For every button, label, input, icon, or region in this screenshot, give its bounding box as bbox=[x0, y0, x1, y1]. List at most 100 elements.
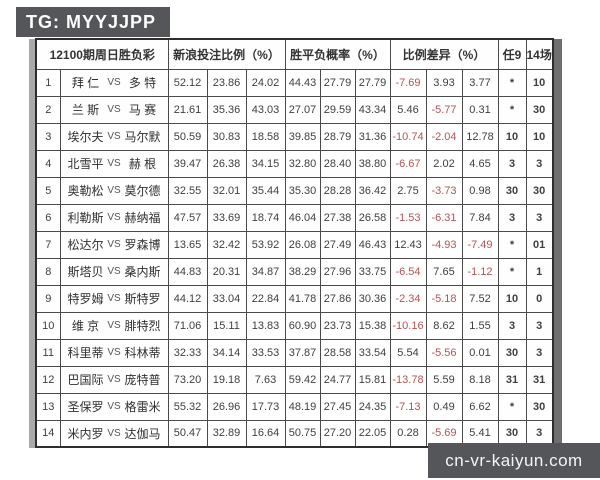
table-row: 6 利勒斯 VS 赫纳福 47.57 33.69 18.74 46.04 27.38 26.58-… bbox=[35, 203, 554, 232]
probability-value: 38.29 bbox=[284, 257, 321, 286]
c14-pick: 30 bbox=[525, 176, 554, 205]
match-cell: 维 京 VS 腓特烈 bbox=[59, 311, 169, 340]
ratio-diff-value: 3.77 bbox=[461, 68, 499, 97]
ratio-diff-value: 5.54 bbox=[389, 338, 427, 367]
bet-ratio-value: 13.83 bbox=[245, 311, 286, 340]
bet-ratio-value: 34.15 bbox=[245, 149, 286, 178]
c14-pick: 3 bbox=[525, 338, 554, 367]
probability-value: 27.45 bbox=[319, 392, 356, 421]
table-row: 11 科里蒂 VS 科林蒂 32.33 34.14 33.53 37.87 28.58 33.54… bbox=[35, 338, 554, 367]
probability-value: 24.35 bbox=[354, 392, 391, 421]
away-team-name: 斯特罗 bbox=[124, 292, 161, 306]
probability-value: 28.28 bbox=[319, 176, 356, 205]
probability-value: 15.81 bbox=[354, 365, 391, 394]
bet-ratio-value: 32.55 bbox=[167, 176, 208, 205]
ren9-pick: * bbox=[497, 95, 527, 124]
c14-pick: 10 bbox=[525, 122, 554, 151]
probability-value: 22.05 bbox=[354, 419, 391, 448]
ratio-diff-value: -1.12 bbox=[461, 257, 499, 286]
bet-ratio-value: 35.36 bbox=[206, 95, 247, 124]
c14-pick: 3 bbox=[525, 203, 554, 232]
c14-pick: 3 bbox=[525, 149, 554, 178]
match-teams: 圣保罗 VS 格雷米 bbox=[66, 398, 163, 415]
ratio-diff-value: -5.18 bbox=[425, 284, 463, 313]
home-team-name: 埃尔夫 bbox=[67, 130, 104, 144]
probability-value: 31.36 bbox=[354, 122, 391, 151]
probability-value: 44.43 bbox=[284, 68, 321, 97]
away-team-name: 多 特 bbox=[128, 76, 157, 90]
home-team-name: 松达尔 bbox=[67, 238, 104, 252]
ratio-diff-value: -10.74 bbox=[389, 122, 427, 151]
home-team-name: 兰 斯 bbox=[71, 103, 100, 117]
table-row: 2 兰 斯 VS 马 赛 21.61 35.36 43.03 27.07 29.59 43.34 5… bbox=[35, 95, 554, 124]
ratio-diff-value: 2.02 bbox=[425, 149, 463, 178]
ratio-diff-value: 6.62 bbox=[461, 392, 499, 421]
c14-pick: 1 bbox=[525, 257, 554, 286]
probability-value: 35.30 bbox=[284, 176, 321, 205]
match-teams: 兰 斯 VS 马 赛 bbox=[66, 101, 163, 118]
table-row: 9 特罗姆 VS 斯特罗 44.12 33.04 22.84 41.78 27.86 30.36-… bbox=[35, 284, 554, 313]
ratio-diff-value: 4.65 bbox=[461, 149, 499, 178]
tg-badge-label: TG: MYYJJPP bbox=[26, 11, 157, 32]
table-row: 4 北雪平 VS 赫 根 39.47 26.38 34.15 32.80 28.40 38.80-… bbox=[35, 149, 554, 178]
home-team-name: 科里蒂 bbox=[67, 346, 104, 360]
match-cell: 巴国际 VS 庞特普 bbox=[59, 365, 169, 394]
row-number: 12 bbox=[35, 365, 61, 394]
match-teams: 特罗姆 VS 斯特罗 bbox=[66, 290, 163, 307]
ratio-diff-value: -2.04 bbox=[425, 122, 463, 151]
bet-ratio-value: 50.59 bbox=[167, 122, 208, 151]
bet-ratio-value: 18.58 bbox=[245, 122, 286, 151]
match-teams: 埃尔夫 VS 马尔默 bbox=[66, 128, 163, 145]
header-row: 12100期周日胜负彩 新浪投注比例（%） 胜平负概率（%） 比例差异（%） 任… bbox=[35, 38, 554, 70]
probability-value: 27.20 bbox=[319, 419, 356, 448]
bet-ratio-value: 32.42 bbox=[206, 230, 247, 259]
bet-ratio-value: 17.73 bbox=[245, 392, 286, 421]
ratio-diff-value: -2.34 bbox=[389, 284, 427, 313]
away-team-name: 腓特烈 bbox=[124, 319, 161, 333]
ratio-diff-value: 0.28 bbox=[389, 419, 427, 448]
c14-pick: 31 bbox=[525, 365, 554, 394]
away-team-name: 格雷米 bbox=[124, 400, 161, 414]
probability-value: 24.77 bbox=[319, 365, 356, 394]
ratio-diff-value: 5.46 bbox=[389, 95, 427, 124]
table-row: 10 维 京 VS 腓特烈 71.06 15.11 13.83 60.90 23.73 15.38… bbox=[35, 311, 554, 340]
home-team-name: 米内罗 bbox=[67, 426, 104, 441]
row-number: 2 bbox=[35, 95, 61, 124]
bet-ratio-value: 33.04 bbox=[206, 284, 247, 313]
bet-ratio-value: 53.92 bbox=[245, 230, 286, 259]
bet-ratio-value: 52.12 bbox=[167, 68, 208, 97]
header-ren9: 任9 bbox=[497, 38, 527, 70]
bet-ratio-value: 16.64 bbox=[245, 419, 286, 448]
vs-label: VS bbox=[107, 212, 121, 223]
bet-ratio-value: 15.11 bbox=[206, 311, 247, 340]
match-cell: 北雪平 VS 赫 根 bbox=[59, 149, 169, 178]
probability-value: 26.08 bbox=[284, 230, 321, 259]
match-teams: 米内罗 VS 达伽马 bbox=[66, 425, 163, 442]
bet-ratio-value: 50.47 bbox=[167, 419, 208, 448]
home-team-name: 斯塔贝 bbox=[67, 265, 104, 279]
match-cell: 利勒斯 VS 赫纳福 bbox=[59, 203, 169, 232]
match-cell: 埃尔夫 VS 马尔默 bbox=[59, 122, 169, 151]
probability-value: 27.86 bbox=[319, 284, 356, 313]
odds-table: 12100期周日胜负彩 新浪投注比例（%） 胜平负概率（%） 比例差异（%） 任… bbox=[35, 38, 554, 448]
row-number: 8 bbox=[35, 257, 61, 286]
ren9-pick: * bbox=[497, 68, 527, 97]
ratio-diff-value: -4.93 bbox=[425, 230, 463, 259]
header-ratio-diff: 比例差异（%） bbox=[389, 38, 499, 70]
row-number: 13 bbox=[35, 392, 61, 421]
table-row: 12 巴国际 VS 庞特普 73.20 19.18 7.63 59.42 24.77 15.81-… bbox=[35, 365, 554, 394]
row-number: 6 bbox=[35, 203, 61, 232]
ren9-pick: 10 bbox=[497, 284, 527, 313]
probability-value: 23.73 bbox=[319, 311, 356, 340]
bet-ratio-value: 26.38 bbox=[206, 149, 247, 178]
match-cell: 兰 斯 VS 马 赛 bbox=[59, 95, 169, 124]
vs-label: VS bbox=[107, 239, 121, 250]
bet-ratio-value: 73.20 bbox=[167, 365, 208, 394]
ratio-diff-value: 0.01 bbox=[461, 338, 499, 367]
match-cell: 奥勒松 VS 莫尔德 bbox=[59, 176, 169, 205]
home-team-name: 维 京 bbox=[71, 319, 100, 333]
probability-value: 33.54 bbox=[354, 338, 391, 367]
scan-shadow-right bbox=[553, 39, 562, 448]
